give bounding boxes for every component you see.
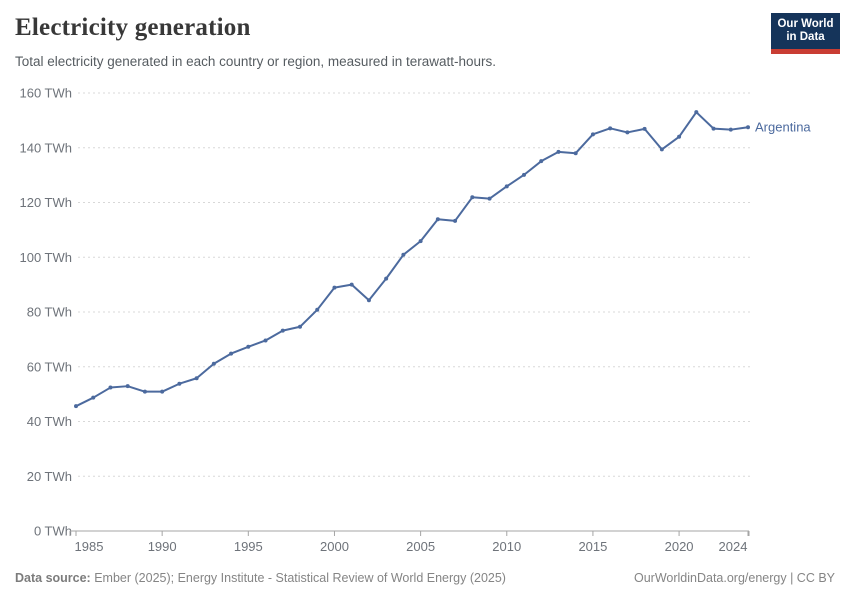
x-tick-label: 2024 [719, 539, 748, 554]
data-point[interactable] [142, 389, 147, 394]
data-point[interactable] [487, 196, 492, 201]
data-point[interactable] [125, 384, 130, 389]
owid-logo[interactable]: Our World in Data [771, 13, 840, 54]
data-point[interactable] [677, 134, 682, 139]
x-tick-label: 2005 [406, 539, 435, 554]
y-tick-label: 0 TWh [34, 524, 72, 539]
y-tick-label: 140 TWh [19, 140, 72, 155]
y-tick-label: 120 TWh [19, 195, 72, 210]
data-point[interactable] [280, 328, 285, 333]
data-point[interactable] [522, 172, 526, 177]
data-point[interactable] [298, 324, 302, 329]
x-tick-label: 2010 [492, 539, 521, 554]
data-point[interactable] [332, 285, 337, 290]
owid-logo-line2: in Data [786, 31, 825, 43]
y-tick-label: 160 TWh [19, 86, 72, 101]
data-point[interactable] [74, 404, 78, 409]
data-point[interactable] [608, 126, 613, 131]
data-point[interactable] [590, 132, 595, 137]
data-point[interactable] [625, 130, 630, 135]
data-point[interactable] [746, 125, 750, 130]
data-point[interactable] [453, 218, 458, 223]
y-tick-label: 100 TWh [19, 250, 72, 265]
data-source-label: Data source: [15, 571, 91, 585]
data-point[interactable] [177, 381, 182, 386]
data-point[interactable] [470, 195, 475, 200]
y-tick-label: 60 TWh [27, 359, 72, 374]
data-point[interactable] [246, 344, 251, 349]
y-tick-label: 80 TWh [27, 305, 72, 320]
x-tick-label: 2000 [320, 539, 349, 554]
data-point[interactable] [642, 126, 647, 131]
data-point[interactable] [728, 127, 733, 132]
x-tick-label: 1985 [75, 539, 104, 554]
data-point[interactable] [263, 338, 268, 343]
data-point[interactable] [504, 184, 509, 189]
data-point[interactable] [556, 149, 561, 154]
data-source-value: Ember (2025); Energy Institute - Statist… [90, 571, 506, 585]
data-point[interactable] [659, 147, 664, 152]
chart-footer: Data source: Ember (2025); Energy Instit… [15, 571, 835, 585]
x-tick-label: 1995 [234, 539, 263, 554]
y-tick-label: 40 TWh [27, 414, 72, 429]
data-point[interactable] [539, 159, 544, 164]
data-point[interactable] [435, 217, 440, 222]
data-point[interactable] [573, 151, 578, 156]
data-point[interactable] [418, 239, 423, 244]
series-label: Argentina [755, 120, 811, 135]
x-tick-label: 2020 [665, 539, 694, 554]
data-point[interactable] [366, 298, 371, 303]
x-tick-label: 1990 [148, 539, 177, 554]
data-point[interactable] [160, 389, 165, 394]
data-point[interactable] [194, 376, 199, 381]
data-point[interactable] [694, 110, 699, 115]
data-point[interactable] [315, 307, 320, 312]
page-title: Electricity generation [15, 14, 251, 41]
data-point[interactable] [349, 282, 354, 287]
data-line[interactable] [75, 111, 749, 408]
data-point[interactable] [384, 276, 389, 281]
data-point[interactable] [108, 385, 113, 390]
data-point[interactable] [229, 351, 234, 356]
chart-subtitle: Total electricity generated in each coun… [15, 54, 496, 69]
data-source-text: Data source: Ember (2025); Energy Instit… [15, 571, 506, 585]
x-tick-label: 2015 [578, 539, 607, 554]
owid-url-text: OurWorldinData.org/energy | CC BY [633, 571, 835, 585]
y-tick-label: 20 TWh [27, 469, 72, 484]
data-point[interactable] [91, 395, 96, 400]
data-point[interactable] [211, 361, 216, 366]
data-point[interactable] [711, 126, 716, 131]
owid-logo-line1: Our World [777, 18, 834, 30]
data-point[interactable] [401, 252, 406, 257]
